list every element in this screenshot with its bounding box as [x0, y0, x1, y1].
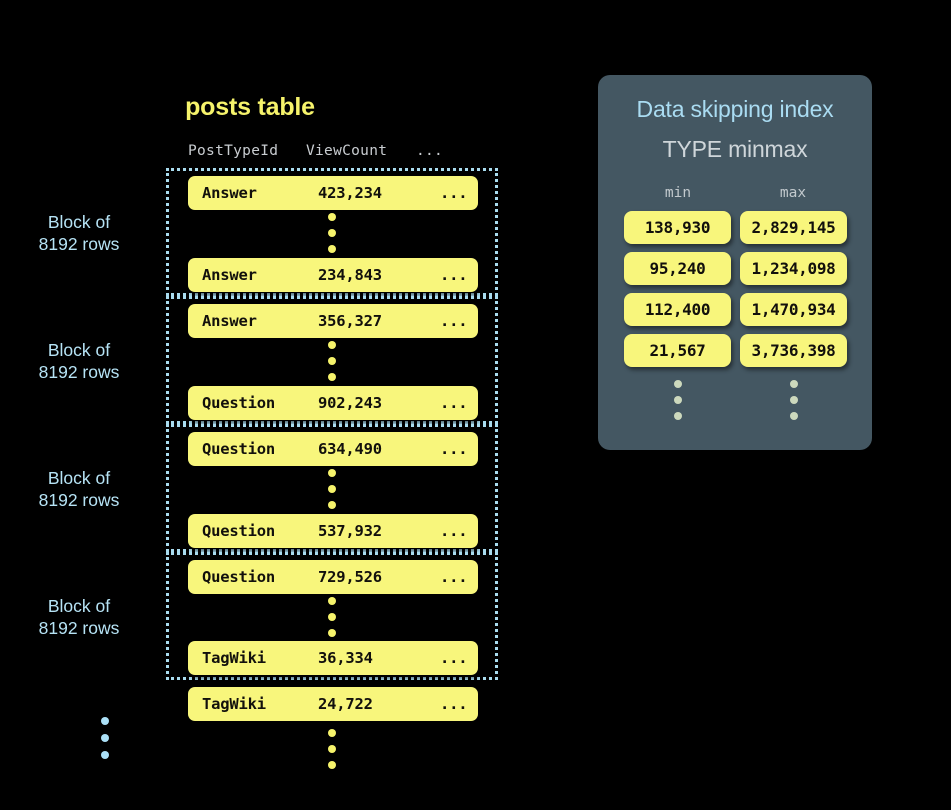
block-label-1: Block of 8192 rows — [8, 211, 150, 255]
block-frame-1 — [166, 168, 498, 296]
block-label-3-line2: 8192 rows — [38, 490, 120, 510]
cell-more: ... — [440, 184, 468, 202]
block-frame-3 — [166, 424, 498, 552]
page-title: posts table — [185, 93, 315, 121]
table-row[interactable]: Answer 234,843 ... — [188, 258, 478, 292]
cell-viewcount: 24,722 — [318, 695, 373, 713]
index-rows: 138,930 2,829,145 95,240 1,234,098 112,4… — [624, 211, 848, 375]
row-ellipsis-icon — [327, 213, 337, 253]
cell-posttypeid: TagWiki — [202, 695, 266, 713]
index-min-ellipsis-icon — [624, 380, 731, 420]
index-column-header-min: min — [664, 185, 692, 201]
row-ellipsis-icon — [327, 469, 337, 509]
block-label-2-line2: 8192 rows — [38, 362, 120, 382]
block-label-1-line1: Block of — [47, 212, 111, 232]
index-row: 112,400 1,470,934 — [624, 293, 848, 326]
table-row[interactable]: Question 634,490 ... — [188, 432, 478, 466]
block-label-3-line1: Block of — [47, 468, 111, 488]
block-label-4: Block of 8192 rows — [8, 595, 150, 639]
cell-more: ... — [440, 266, 468, 284]
table-row[interactable]: Question 729,526 ... — [188, 560, 478, 594]
data-skipping-index-panel: Data skipping index TYPE minmax min max … — [598, 75, 872, 450]
table-row[interactable]: Question 537,932 ... — [188, 514, 478, 548]
index-row: 95,240 1,234,098 — [624, 252, 848, 285]
block-label-4-line2: 8192 rows — [38, 618, 120, 638]
index-min-value[interactable]: 21,567 — [624, 334, 731, 367]
block-label-4-line1: Block of — [47, 596, 111, 616]
index-row: 21,567 3,736,398 — [624, 334, 848, 367]
column-header-viewcount: ViewCount — [306, 143, 388, 159]
column-header-posttypeid: PostTypeId — [188, 143, 279, 159]
block-frame-2 — [166, 296, 498, 424]
index-panel-title: Data skipping index — [636, 96, 834, 122]
cell-posttypeid: Question — [202, 440, 276, 458]
index-max-ellipsis-icon — [740, 380, 847, 420]
table-row[interactable]: Answer 423,234 ... — [188, 176, 478, 210]
index-max-value[interactable]: 3,736,398 — [740, 334, 847, 367]
cell-posttypeid: Answer — [202, 184, 257, 202]
cell-posttypeid: Answer — [202, 312, 257, 330]
row-ellipsis-icon — [327, 597, 337, 637]
index-panel-subtitle: TYPE minmax — [662, 136, 808, 162]
cell-more: ... — [440, 568, 468, 586]
cell-viewcount: 729,526 — [318, 568, 382, 586]
cell-viewcount: 423,234 — [318, 184, 382, 202]
cell-more: ... — [440, 695, 468, 713]
index-min-value[interactable]: 95,240 — [624, 252, 731, 285]
cell-posttypeid: Question — [202, 522, 276, 540]
table-row[interactable]: TagWiki 24,722 ... — [188, 687, 478, 721]
cell-more: ... — [440, 394, 468, 412]
table-row[interactable]: TagWiki 36,334 ... — [188, 641, 478, 675]
index-max-value[interactable]: 1,234,098 — [740, 252, 847, 285]
cell-posttypeid: TagWiki — [202, 649, 266, 667]
block-label-2-line1: Block of — [47, 340, 111, 360]
cell-viewcount: 36,334 — [318, 649, 373, 667]
cell-viewcount: 234,843 — [318, 266, 382, 284]
cell-viewcount: 356,327 — [318, 312, 382, 330]
cell-more: ... — [440, 649, 468, 667]
table-row[interactable]: Question 902,243 ... — [188, 386, 478, 420]
cell-more: ... — [440, 522, 468, 540]
block-label-1-line2: 8192 rows — [38, 234, 120, 254]
table-ellipsis-icon — [327, 729, 337, 769]
cell-more: ... — [440, 440, 468, 458]
block-label-2: Block of 8192 rows — [8, 339, 150, 383]
cell-posttypeid: Question — [202, 568, 276, 586]
column-header-more: ... — [416, 143, 444, 159]
block-ellipsis-icon — [100, 717, 110, 759]
index-max-value[interactable]: 2,829,145 — [740, 211, 847, 244]
cell-viewcount: 634,490 — [318, 440, 382, 458]
index-column-header-max: max — [779, 185, 807, 201]
cell-viewcount: 902,243 — [318, 394, 382, 412]
row-ellipsis-icon — [327, 341, 337, 381]
block-frame-4 — [166, 552, 498, 680]
block-label-3: Block of 8192 rows — [8, 467, 150, 511]
cell-more: ... — [440, 312, 468, 330]
index-min-value[interactable]: 138,930 — [624, 211, 731, 244]
index-max-value[interactable]: 1,470,934 — [740, 293, 847, 326]
cell-posttypeid: Question — [202, 394, 276, 412]
table-column-headers: PostTypeId ViewCount ... — [188, 141, 478, 161]
table-row[interactable]: Answer 356,327 ... — [188, 304, 478, 338]
cell-posttypeid: Answer — [202, 266, 257, 284]
index-min-value[interactable]: 112,400 — [624, 293, 731, 326]
index-column-headers: min max — [598, 185, 872, 201]
index-row: 138,930 2,829,145 — [624, 211, 848, 244]
index-ellipsis-row — [624, 380, 848, 420]
cell-viewcount: 537,932 — [318, 522, 382, 540]
